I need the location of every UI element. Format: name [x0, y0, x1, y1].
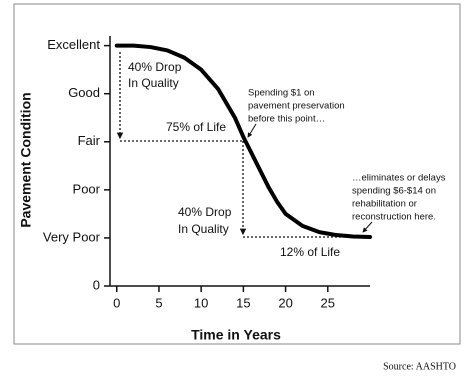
y-axis-title: Pavement Condition	[18, 92, 34, 227]
pointer	[362, 221, 373, 233]
annotation: rehabilitation or	[352, 199, 417, 210]
source: Source: AASHTO	[383, 361, 456, 372]
y-tick-label: Excellent	[47, 37, 100, 52]
annotation: 40% Drop	[178, 205, 232, 219]
pointer	[247, 123, 257, 138]
annotation: pavement preservation	[248, 101, 345, 112]
annotation: 75% of Life	[166, 120, 226, 134]
line	[114, 43, 372, 239]
annotation: 40% Drop	[128, 60, 182, 74]
x-tick-label: 20	[278, 295, 292, 310]
annotation: …eliminates or delays	[352, 173, 446, 184]
annotation: reconstruction here.	[352, 212, 436, 223]
x-tick-label: 15	[236, 295, 250, 310]
annotation: In Quality	[178, 222, 229, 236]
y-tick-label: 0	[93, 277, 100, 292]
annotation: Spending $1 on	[248, 88, 315, 99]
x-tick-label: 0	[113, 295, 120, 310]
x-tick-label: 10	[194, 295, 208, 310]
y-tick-label: Good	[68, 85, 100, 100]
x-tick-label: 25	[321, 295, 335, 310]
annotation: In Quality	[128, 76, 179, 90]
y-tick-label: Poor	[73, 181, 101, 196]
x-tick-label: 5	[155, 295, 162, 310]
frame	[13, 3, 461, 345]
annotation: spending $6-$14 on	[352, 186, 436, 197]
y-tick-label: Very Poor	[43, 229, 101, 244]
annotation: 12% of Life	[280, 245, 340, 259]
x-axis-title: Time in Years	[191, 327, 281, 343]
y-tick-label: Fair	[78, 133, 101, 148]
annotation: before this point…	[248, 114, 325, 125]
